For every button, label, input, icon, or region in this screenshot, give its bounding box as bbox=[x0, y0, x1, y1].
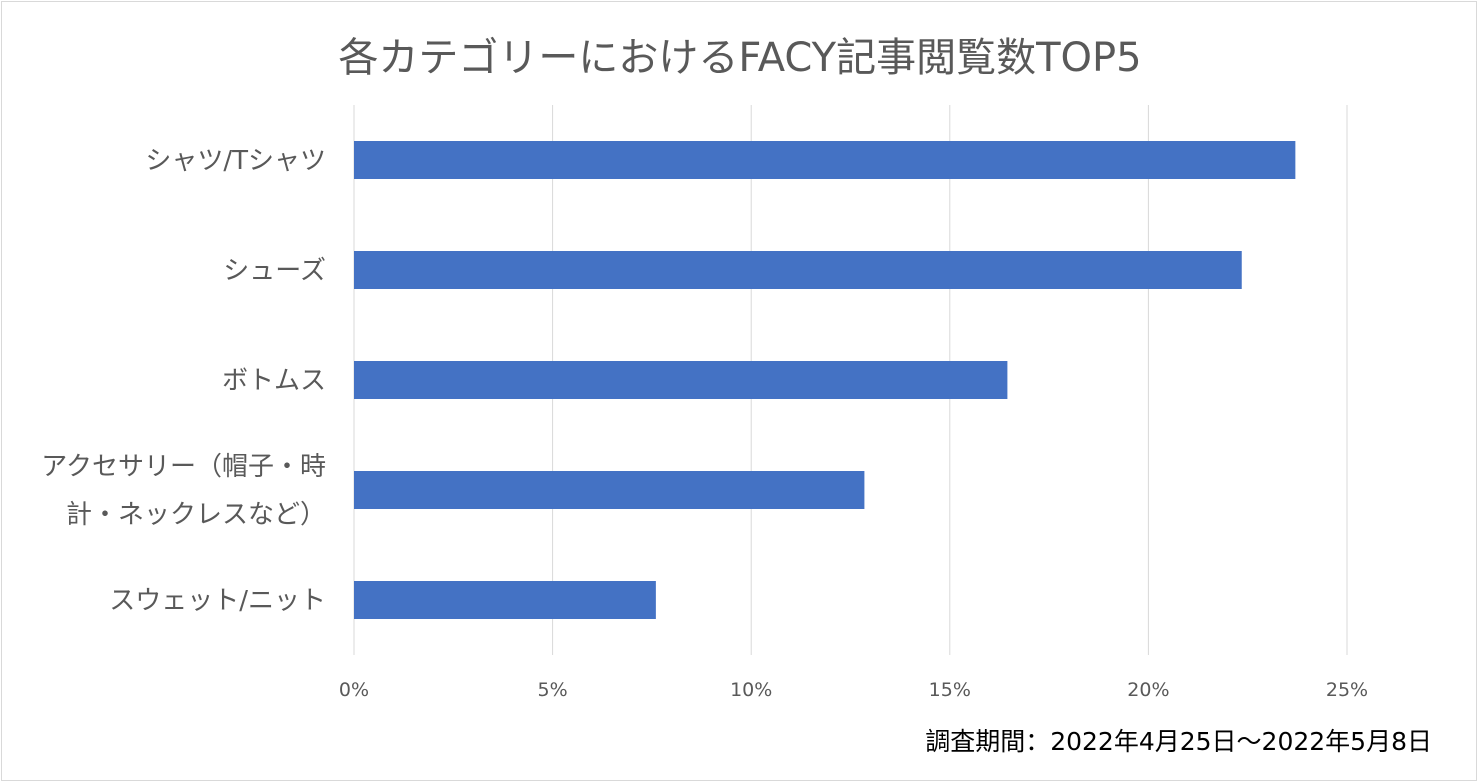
bar bbox=[354, 141, 1296, 179]
category-label: シューズ bbox=[223, 256, 326, 286]
x-tick-label: 5% bbox=[538, 679, 568, 701]
bar bbox=[354, 251, 1242, 289]
category-label: シャツ/Tシャツ bbox=[145, 146, 326, 176]
category-label: ボトムス bbox=[222, 366, 326, 396]
survey-period-note: 調査期間：2022年4月25日〜2022年5月8日 bbox=[925, 727, 1432, 756]
category-label: スウェット/ニット bbox=[109, 586, 326, 616]
x-tick-label: 10% bbox=[730, 679, 772, 701]
category-label: アクセサリー（帽子・時 bbox=[41, 452, 326, 482]
x-tick-label: 15% bbox=[929, 679, 971, 701]
chart-title: 各カテゴリーにおけるFACY記事閲覧数TOP5 bbox=[338, 35, 1142, 81]
bar bbox=[354, 581, 656, 619]
x-tick-label: 0% bbox=[339, 679, 369, 701]
category-label: 計・ネックレスなど） bbox=[66, 500, 326, 530]
x-tick-label: 25% bbox=[1326, 679, 1368, 701]
bar bbox=[354, 471, 865, 509]
bar bbox=[354, 361, 1008, 399]
x-tick-label: 20% bbox=[1127, 679, 1169, 701]
